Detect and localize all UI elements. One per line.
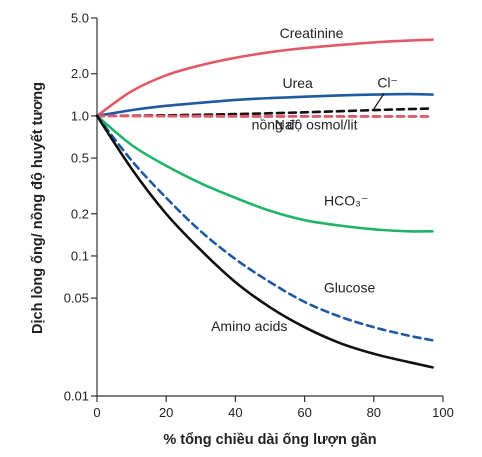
y-tick-label: 2.0 [71,66,89,81]
series-line-glucose [95,114,434,342]
y-tick-label: 0.5 [71,151,89,166]
cl-leader-line [373,92,385,110]
series-line-hco [95,114,434,233]
y-tick-label: 0.05 [64,291,89,306]
x-tick-label: 80 [367,405,381,420]
axes: 0.01 0.05 0.1 0.2 0.5 1.0 2.0 5.0 0 20 40 60 80 100 [64,11,454,421]
x-tick-label: 0 [93,405,100,420]
series-label-cl: Cl⁻ [377,74,398,90]
series-lines [95,38,434,369]
series-line-n-ng-osmol-lit [95,114,434,118]
series-label-urea: Urea [283,75,314,91]
series-line-amino-acids [95,114,434,369]
x-axis-title: % tổng chiều dài ống lượn gần [163,432,376,448]
series-label-creatinine: Creatinine [280,25,344,41]
y-axis-title: Dịch lòng ống/ nồng độ huyết tương [30,82,46,334]
x-tick-label: 20 [159,405,173,420]
y-tick-label: 0.01 [64,389,89,404]
x-tick-label: 60 [297,405,311,420]
series-label-amino: Amino acids [211,318,287,334]
y-tick-label: 1.0 [71,108,89,123]
series-line-urea [95,92,434,118]
y-tick-label: 5.0 [71,11,89,26]
series-label-hco3: HCO₃⁻ [324,192,368,208]
x-tick-label: 100 [432,405,454,420]
series-labels: Creatinine Urea Cl⁻ Na⁺nồng độ osmol/lit HCO… [211,25,398,334]
y-tick-label: 0.1 [71,248,89,263]
series-label-osmol: nồng độ osmol/lit [252,116,358,132]
series-label-glucose: Glucose [324,279,376,295]
x-tick-label: 40 [228,405,242,420]
series-line-creatinine [95,38,434,118]
y-tick-label: 0.2 [71,206,89,221]
series-label-na: Na⁺ [275,116,300,132]
